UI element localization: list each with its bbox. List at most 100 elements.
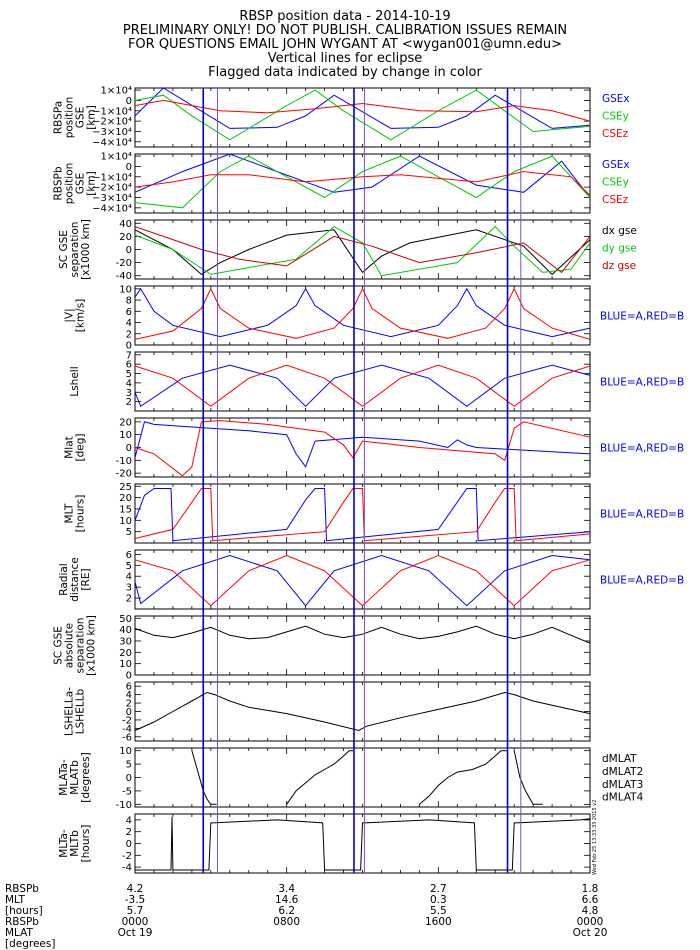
y-tick-label: 6 [126,682,132,693]
y-axis-label: Mlat [64,436,76,459]
y-tick-label: -2 [122,715,132,726]
footer-value: 0.3 [430,894,447,906]
y-axis-label: LSHELLb [75,688,87,734]
y-tick-label: 40 [119,625,132,636]
series-line [134,171,591,196]
y-axis-label: GSE [75,173,87,194]
y-tick-label: 20 [119,493,132,504]
legend-entry: dMLAT [602,753,637,765]
y-axis-label: distance [69,557,81,602]
y-axis-label: GSE [75,107,87,128]
title-line: RBSP position data - 2014-10-19 [239,9,450,24]
footer-row-label: MLAT [5,927,34,939]
y-tick-label: 6 [126,307,132,318]
footer-value: 6.2 [278,905,295,917]
y-axis-label: separation [75,618,87,674]
title-line: FOR QUESTIONS EMAIL JOHN WYGANT AT <wyga… [128,37,562,52]
y-axis-label: [degrees] [80,752,92,802]
y-axis-label: [hours] [80,825,92,863]
footer-value: 5.7 [127,905,144,917]
y-tick-label: 5 [126,527,132,538]
legend-entry: dx gse [602,225,637,237]
footer-value: Oct 19 [118,927,153,939]
legend-entry: dMLAT4 [602,792,644,804]
y-tick-label: 10 [119,516,132,527]
legend-entry: CSEz [602,194,629,206]
footer-value: 0000 [577,916,604,928]
series-line [134,226,591,274]
footer-row-label: RBSPb [5,883,39,895]
series-line [134,364,591,407]
y-axis-label: LSHELLa- [64,687,76,736]
y-tick-label: 0 [126,773,132,784]
legend-entry: dy gse [602,243,637,255]
y-tick-label: -2 [122,851,132,862]
y-axis-label: [deg] [75,434,87,462]
y-tick-label: 6 [126,360,132,371]
y-tick-label: 4 [126,318,132,329]
y-tick-label: 3 [126,583,132,594]
legend-text: BLUE=A,RED=B [600,311,684,323]
y-tick-label: 50 [119,614,132,625]
y-tick-label: -10 [116,800,132,811]
y-tick-label: 0 [126,245,132,256]
y-tick-label: 2 [126,699,132,710]
y-tick-label: -4 [122,863,132,874]
y-axis-label: [RE] [80,568,92,590]
y-axis-label: [hours] [75,495,87,533]
y-tick-label: -20 [116,469,132,480]
legend-text: BLUE=A,RED=B [600,443,684,455]
y-tick-label: 20 [119,232,132,243]
y-axis-label: Radial [58,563,70,595]
y-axis-label: position [64,97,76,139]
series-line [134,225,591,277]
y-axis-label: [x1000 km] [86,615,98,676]
y-tick-label: 2 [126,827,132,838]
footer-value: 14.6 [275,894,299,906]
legend-entry: dz gse [602,260,636,272]
footer-value: 6.6 [582,894,599,906]
footer-table: RBSPb MLT [hours] RBSPb MLAT [degrees] 4… [5,883,607,950]
panel-2: 40 20 0 -20 -40 SC GSE separation [x1000 km] dx … [58,219,637,282]
y-tick-label: −4×10⁴ [92,137,132,148]
legend-entry: CSEz [602,128,629,140]
series-line [134,625,591,644]
legend-entry: dMLAT3 [602,779,643,791]
y-tick-label: 10 [119,659,132,670]
y-tick-label: −4×10⁴ [92,203,132,214]
y-tick-label: −1×10⁴ [92,172,132,183]
y-axis-label: [km] [86,171,98,196]
y-axis-label: [km] [86,105,98,130]
panel-10: 10 5 0 -5 -10 MLATa- MLATb [degrees] dMLATdMLAT2… [58,746,644,811]
series-line [135,816,591,871]
legend-entry: GSEx [602,93,630,105]
series-line [134,554,591,607]
footer-value: 1600 [425,916,452,928]
series-line [134,229,591,276]
y-tick-label: 20 [119,648,132,659]
y-tick-label: 0 [126,671,132,682]
y-axis-label: Lshell [69,366,81,396]
y-tick-label: 2 [126,594,132,605]
y-tick-label: 40 [119,219,132,230]
footer-row-label: MLT [5,894,25,906]
series-line [134,421,591,468]
y-tick-label: 0 [126,707,132,718]
series-line [419,750,507,805]
series-line [286,750,353,805]
y-tick-label: 10 [119,430,132,441]
y-tick-label: 3 [126,388,132,399]
y-axis-label: RBSPa [53,101,65,134]
y-tick-label: 4 [126,378,132,389]
y-axis-label: absolute [64,623,76,668]
series-line [134,87,591,129]
legend-text: BLUE=A,RED=B [600,575,684,587]
y-axis-label: [x1000 km] [80,219,92,280]
y-tick-label: 0 [126,162,132,173]
title-line: PRELIMINARY ONLY! DO NOT PUBLISH. CALIBR… [123,23,567,38]
